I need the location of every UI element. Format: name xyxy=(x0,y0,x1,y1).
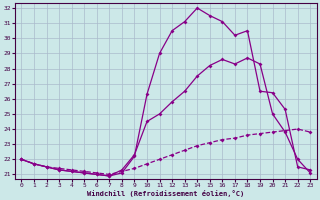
X-axis label: Windchill (Refroidissement éolien,°C): Windchill (Refroidissement éolien,°C) xyxy=(87,190,244,197)
